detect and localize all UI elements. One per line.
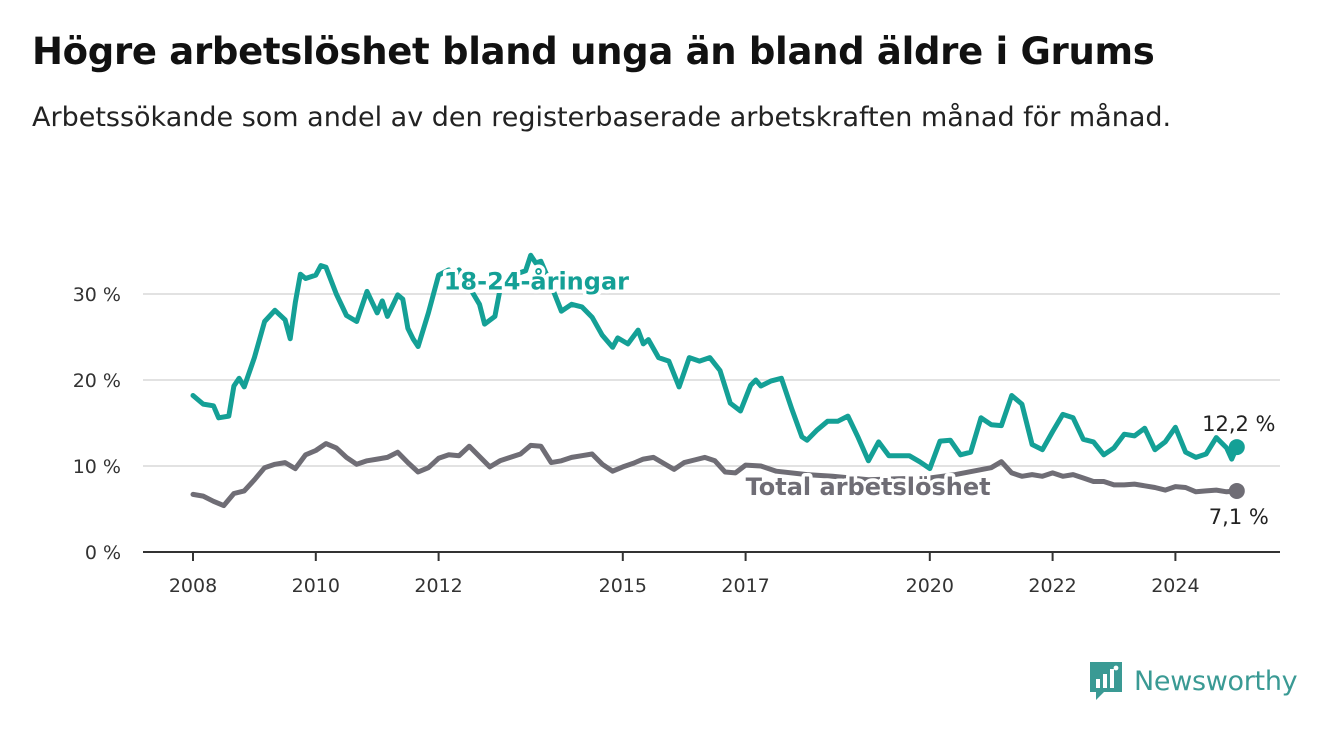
x-tick-label: 2022	[1028, 575, 1076, 597]
x-tick-label: 2024	[1151, 575, 1199, 597]
series-line-1	[190, 441, 1240, 509]
x-tick-label: 2020	[906, 575, 954, 597]
y-tick-label: 30 %	[73, 284, 121, 306]
x-tick-label: 2015	[599, 575, 647, 597]
grid-lines	[143, 293, 1280, 467]
series-name-label-1: Total arbetslöshet	[746, 473, 991, 501]
x-axis-ticks: 2008 2010 2012 2015 2017 2020 2022 2024	[169, 552, 1200, 597]
end-value-label-0: 12,2 %	[1202, 412, 1275, 436]
series-end-marker-1	[1228, 482, 1245, 499]
brand-logo: Newsworthy	[1088, 660, 1298, 702]
series-line-0	[190, 252, 1240, 472]
series-end-marker-0	[1228, 439, 1245, 456]
y-tick-label: 0 %	[85, 542, 121, 564]
x-tick-label: 2008	[169, 575, 217, 597]
end-value-label-1: 7,1 %	[1209, 505, 1269, 529]
y-tick-label: 20 %	[73, 370, 121, 392]
x-tick-label: 2017	[721, 575, 769, 597]
series-lines	[190, 252, 1245, 509]
series-labels: 12,2 % 18-24-åringar 7,1 % Total arbetslösh…	[440, 263, 1278, 532]
chart-subtitle: Arbetssökande som andel av den registerb…	[32, 102, 1172, 133]
y-axis-ticks: 0 % 10 % 20 % 30 %	[73, 284, 121, 564]
series-name-label-0: 18-24-åringar	[444, 267, 629, 296]
x-tick-label: 2012	[414, 575, 462, 597]
x-tick-label: 2010	[292, 575, 340, 597]
newsworthy-chart-icon	[1090, 662, 1122, 700]
y-tick-label: 10 %	[73, 456, 121, 478]
chart-title: Högre arbetslöshet bland unga än bland ä…	[32, 30, 1155, 73]
brand-name: Newsworthy	[1134, 665, 1298, 697]
